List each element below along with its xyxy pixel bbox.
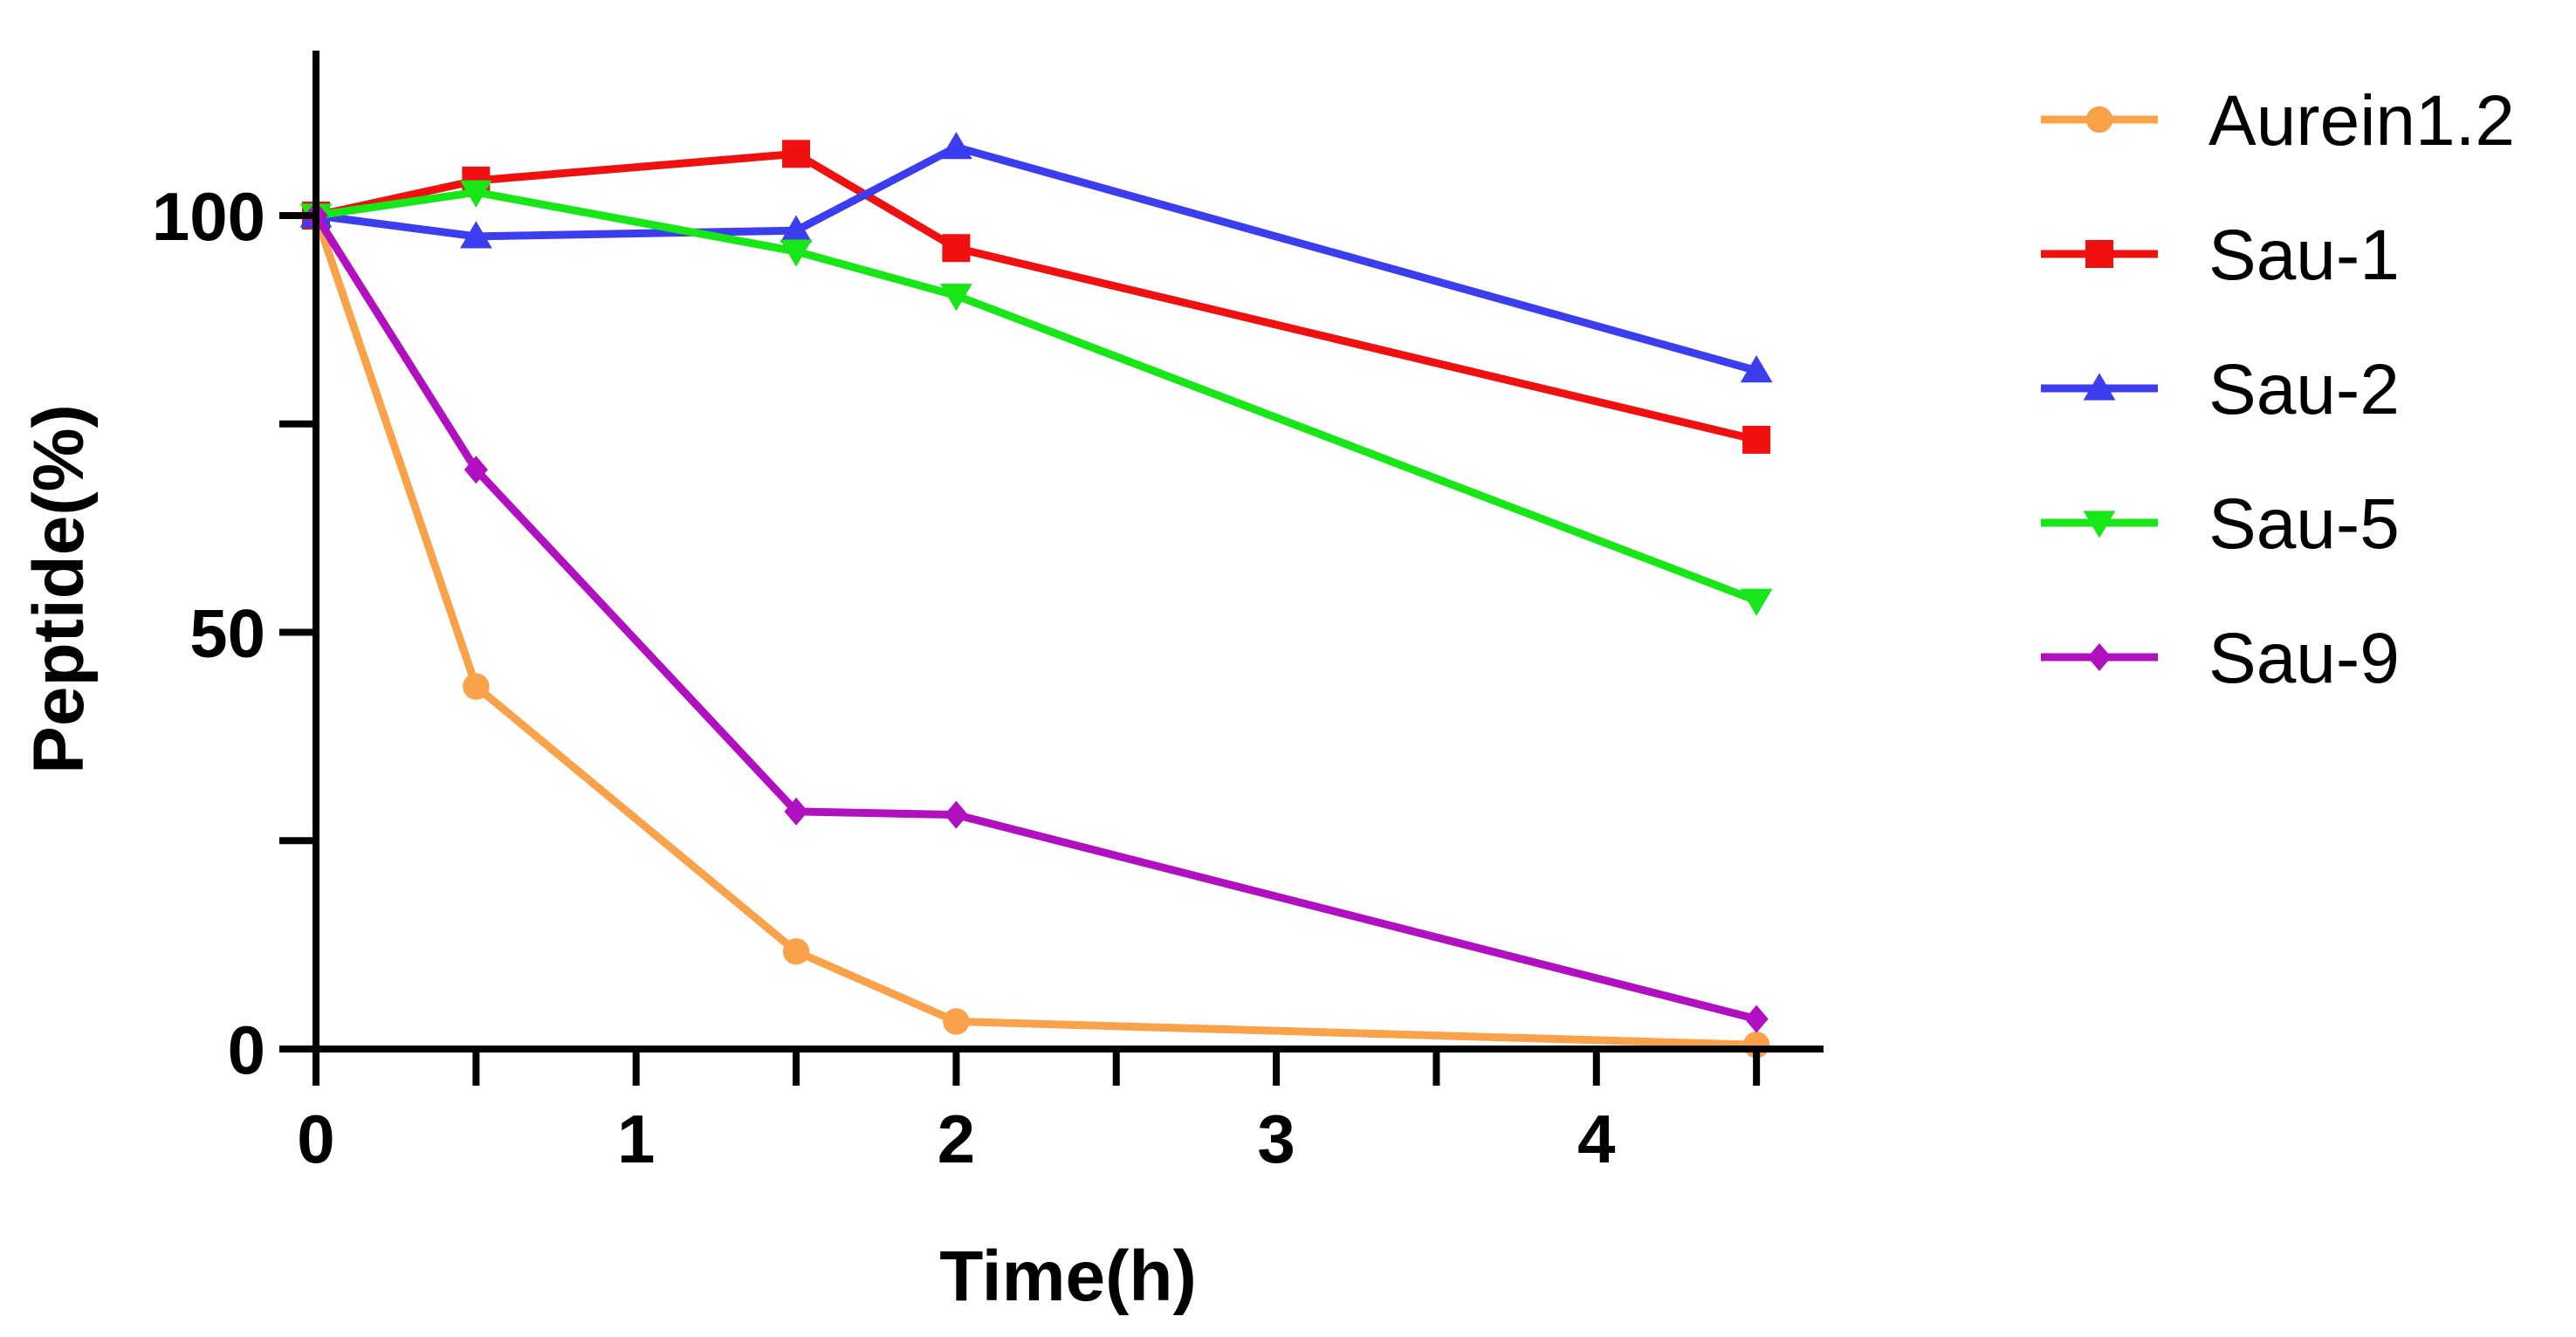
series-line-sau-5 [315,188,1758,605]
x-tick-label-1: 1 [617,1100,655,1177]
legend-item-sau-5: Sau-5 [2041,484,2400,564]
legend-item-aurein1-2: Aurein1.2 [2041,81,2515,161]
data-point-sau-2-1 [459,221,492,249]
legend-label-aurein1-2: Aurein1.2 [2208,81,2515,161]
axes: 0 1 2 3 4 0 50 100 [152,51,1824,1177]
legend-label-sau-9: Sau-9 [2208,619,2400,698]
data-point-sau-9-3 [944,800,968,829]
data-point-sau-1-4 [1742,425,1771,454]
data-point-sau-2-4 [1740,355,1773,383]
data-point-sau-5-2 [780,239,813,267]
series-line-sau-2 [315,143,1758,374]
series-line-sau-1 [315,149,1758,444]
data-point-sau-5-1 [459,180,492,208]
legend-marker-sau-2 [2083,373,2116,401]
x-tick-label-2: 2 [938,1100,975,1177]
data-point-sau-1-2 [782,140,811,168]
series-line-aurein1-2 [312,214,1757,1049]
data-point-aurein1-2-3 [943,1008,970,1035]
legend-item-sau-9: Sau-9 [2041,619,2400,698]
data-point-sau-2-2 [780,215,813,243]
legend-item-sau-1: Sau-1 [2041,216,2400,295]
legend-label-sau-2: Sau-2 [2208,350,2400,429]
y-tick-label-1: 50 [189,595,265,672]
data-point-sau-5-4 [1740,588,1773,616]
data-point-sau-2-3 [940,132,972,160]
legend-item-sau-2: Sau-2 [2041,350,2400,429]
data-point-sau-1-3 [942,234,971,263]
x-tick-label-4: 4 [1577,1100,1615,1177]
legend-marker-sau-1 [2085,240,2113,268]
series-line-sau-9 [313,213,1758,1023]
legend: Aurein1.2 Sau-1 Sau-2 Sau-5 Sau-9 [2041,81,2515,698]
legend-label-sau-1: Sau-1 [2208,216,2400,295]
legend-marker-sau-9 [2087,643,2112,671]
x-tick-label-0: 0 [297,1100,334,1177]
y-tick-label-0: 0 [228,1011,265,1088]
data-point-sau-5-3 [940,284,972,312]
y-axis-title: Peptide(%) [19,404,99,774]
data-point-sau-9-4 [1744,1004,1769,1033]
y-tick-label-2: 100 [152,178,265,255]
legend-marker-aurein1-2 [2085,106,2113,134]
data-point-aurein1-2-1 [463,673,490,700]
legend-label-sau-5: Sau-5 [2208,484,2400,564]
x-tick-label-3: 3 [1257,1100,1295,1177]
data-point-aurein1-2-2 [782,938,810,965]
x-axis-title: Time(h) [939,1237,1197,1316]
legend-marker-sau-5 [2083,511,2116,538]
data-point-sau-9-2 [784,797,808,826]
data-point-sau-9-1 [464,456,488,484]
plot-series [299,132,1773,1059]
